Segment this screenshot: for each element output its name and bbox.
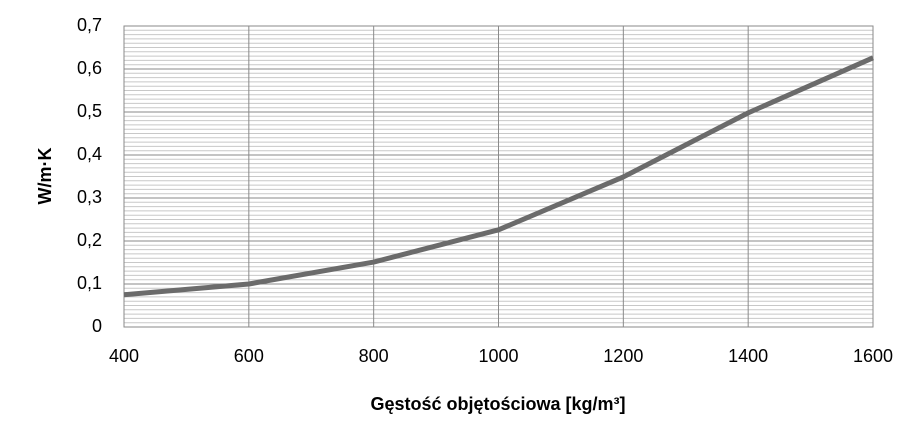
x-tick-label: 1000	[478, 346, 518, 366]
data-line	[123, 55, 875, 298]
y-tick-label: 0,6	[77, 58, 102, 78]
x-tick-label: 400	[109, 346, 139, 366]
y-tick-label: 0,7	[77, 15, 102, 35]
x-tick-label: 1600	[853, 346, 893, 366]
y-tick-label: 0	[92, 316, 102, 336]
y-axis-title: W/m·K	[35, 148, 55, 205]
x-tick-label: 600	[234, 346, 264, 366]
y-tick-label: 0,5	[77, 101, 102, 121]
y-tick-label: 0,3	[77, 187, 102, 207]
x-tick-label: 1400	[728, 346, 768, 366]
y-tick-label: 0,2	[77, 230, 102, 250]
x-tick-label: 1200	[603, 346, 643, 366]
plot-border	[123, 25, 874, 328]
y-tick-label: 0,4	[77, 144, 102, 164]
y-tick-label: 0,1	[77, 273, 102, 293]
x-axis-title: Gęstość objętościowa [kg/m³]	[370, 394, 625, 414]
x-tick-label: 800	[359, 346, 389, 366]
